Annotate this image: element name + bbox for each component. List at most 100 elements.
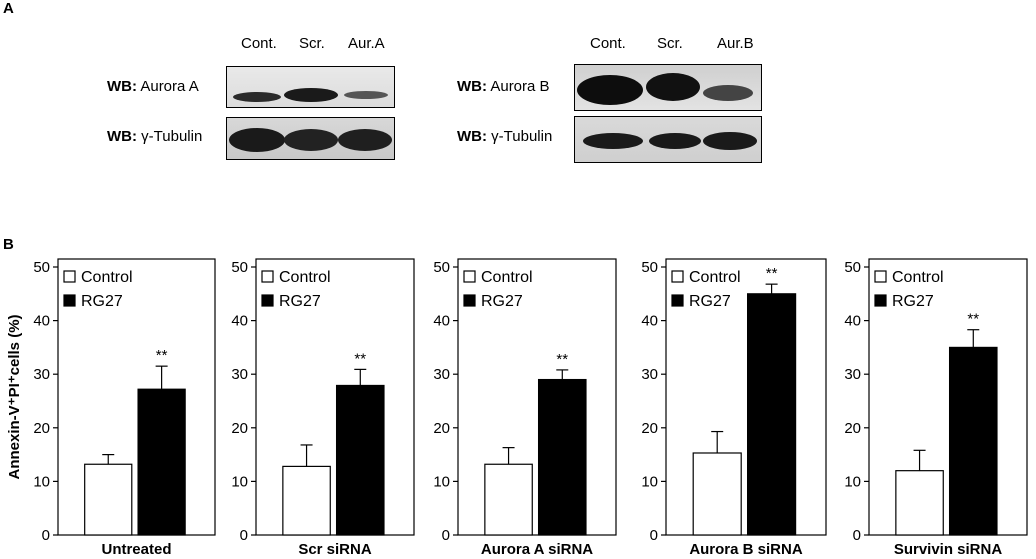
legend-label: RG27 <box>481 293 523 310</box>
wb-prefix: WB: <box>457 78 487 95</box>
y-tick-label: 0 <box>240 527 248 544</box>
wb-label-aurora-a: WB: Aurora A <box>107 78 199 95</box>
blot-aurora-b <box>574 64 762 111</box>
bar-rg27 <box>137 388 186 536</box>
y-tick-label: 0 <box>853 527 861 544</box>
legend-swatch <box>463 294 476 307</box>
significance-label: ** <box>766 265 778 282</box>
y-tick-label: 50 <box>641 259 658 276</box>
legend-swatch <box>63 294 76 307</box>
band <box>583 133 643 149</box>
legend-label: Control <box>481 269 533 286</box>
y-tick-label: 0 <box>650 527 658 544</box>
x-axis-label: Aurora A siRNA <box>481 541 593 558</box>
y-tick-label: 30 <box>641 366 658 383</box>
panel-b-letter: B <box>3 236 14 253</box>
plot-frame <box>457 258 617 536</box>
significance-label: ** <box>354 350 366 367</box>
x-axis-label: Survivin siRNA <box>894 541 1003 558</box>
y-tick-label: 20 <box>231 420 248 437</box>
band <box>703 132 757 150</box>
bar-control <box>692 452 742 536</box>
legend-label: RG27 <box>689 293 731 310</box>
y-tick-label: 40 <box>33 313 50 330</box>
blot-aurora-a <box>226 66 395 108</box>
band <box>229 128 285 152</box>
y-tick-label: 20 <box>844 420 861 437</box>
wb-target: γ-Tubulin <box>491 128 553 145</box>
y-tick-label: 50 <box>231 259 248 276</box>
legend-label: Control <box>892 269 944 286</box>
bar-rg27 <box>948 346 998 536</box>
y-tick-label: 50 <box>33 259 50 276</box>
band <box>577 75 643 105</box>
legend-swatch <box>671 294 684 307</box>
y-tick-label: 30 <box>33 366 50 383</box>
band <box>338 129 392 151</box>
y-tick-label: 30 <box>433 366 450 383</box>
wb-label-tubulin-left: WB: γ-Tubulin <box>107 128 202 145</box>
legend-swatch <box>261 270 274 283</box>
y-tick-label: 20 <box>33 420 50 437</box>
lane-label-scrambled-b: Scr. <box>657 35 683 52</box>
band <box>233 92 281 102</box>
legend-label: RG27 <box>279 293 321 310</box>
legend-label: RG27 <box>892 293 934 310</box>
y-tick-label: 30 <box>231 366 248 383</box>
significance-label: ** <box>556 351 568 368</box>
plot-frame <box>665 258 827 536</box>
wb-target: Aurora B <box>490 78 550 95</box>
lane-label-control-b: Cont. <box>590 35 626 52</box>
y-tick-label: 20 <box>433 420 450 437</box>
bar-control <box>484 463 533 536</box>
legend-label: Control <box>689 269 741 286</box>
y-tick-label: 40 <box>844 313 861 330</box>
y-tick-label: 10 <box>433 473 450 490</box>
legend-swatch <box>463 270 476 283</box>
band <box>703 85 753 101</box>
y-tick-label: 30 <box>844 366 861 383</box>
lane-label-scrambled: Scr. <box>299 35 325 52</box>
blot-tubulin-right <box>574 116 762 163</box>
legend-label: Control <box>81 269 133 286</box>
significance-label: ** <box>156 347 168 364</box>
significance-label: ** <box>967 311 979 328</box>
x-axis-label: Untreated <box>101 541 171 558</box>
legend-swatch <box>874 294 887 307</box>
plot-frame <box>868 258 1028 536</box>
plot-frame <box>57 258 216 536</box>
x-axis-label: Scr siRNA <box>298 541 372 558</box>
bar-control <box>84 463 133 536</box>
legend-swatch <box>874 270 887 283</box>
x-axis-label: Aurora B siRNA <box>689 541 803 558</box>
y-tick-label: 40 <box>231 313 248 330</box>
y-axis-title: Annexin-V⁺PI⁺cells (%) <box>6 314 23 479</box>
bar-rg27 <box>537 378 587 536</box>
y-tick-label: 40 <box>433 313 450 330</box>
legend-label: Control <box>279 269 331 286</box>
band <box>284 88 338 102</box>
lane-label-aurora-b: Aur.B <box>717 35 754 52</box>
wb-label-aurora-b: WB: Aurora B <box>457 78 550 95</box>
y-tick-label: 50 <box>433 259 450 276</box>
y-tick-label: 10 <box>844 473 861 490</box>
y-tick-label: 10 <box>33 473 50 490</box>
legend-swatch <box>261 294 274 307</box>
y-tick-label: 40 <box>641 313 658 330</box>
wb-prefix: WB: <box>457 128 487 145</box>
y-tick-label: 10 <box>231 473 248 490</box>
wb-prefix: WB: <box>107 128 137 145</box>
band <box>649 133 701 149</box>
lane-label-aurora-a: Aur.A <box>348 35 385 52</box>
y-tick-label: 10 <box>641 473 658 490</box>
y-tick-label: 0 <box>442 527 450 544</box>
lane-label-control: Cont. <box>241 35 277 52</box>
bar-control <box>282 465 331 536</box>
y-tick-label: 0 <box>42 527 50 544</box>
y-tick-label: 50 <box>844 259 861 276</box>
y-tick-label: 20 <box>641 420 658 437</box>
bar-rg27 <box>746 293 797 536</box>
legend-label: RG27 <box>81 293 123 310</box>
panel-a-letter: A <box>3 0 14 17</box>
